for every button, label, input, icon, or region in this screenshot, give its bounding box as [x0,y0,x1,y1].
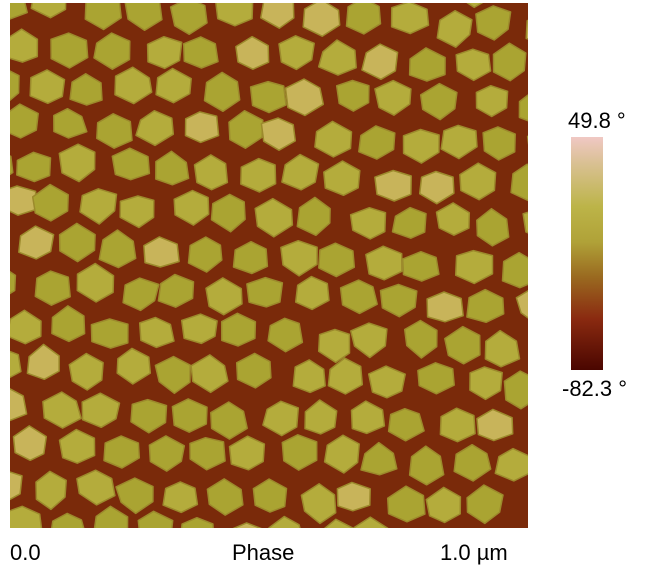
colorbar-max: 49.8 ° [568,108,626,134]
grain [403,252,439,281]
page: 0.0 Phase 1.0 µm 49.8 ° -82.3 ° (() => {… [0,0,672,581]
scale-end: 1.0 µm [440,540,508,566]
grain [186,112,219,142]
scale-start: 0.0 [10,540,41,566]
grain [10,186,36,215]
grain [247,278,283,307]
colorbar [571,137,603,370]
grain [337,482,370,510]
colorbar-min: -82.3 ° [562,376,627,402]
afm-view: 0.0 Phase 1.0 µm 49.8 ° -82.3 ° [0,0,672,581]
grain [91,319,128,348]
grain [427,292,463,322]
phase-image [10,3,528,528]
channel-label: Phase [232,540,294,566]
